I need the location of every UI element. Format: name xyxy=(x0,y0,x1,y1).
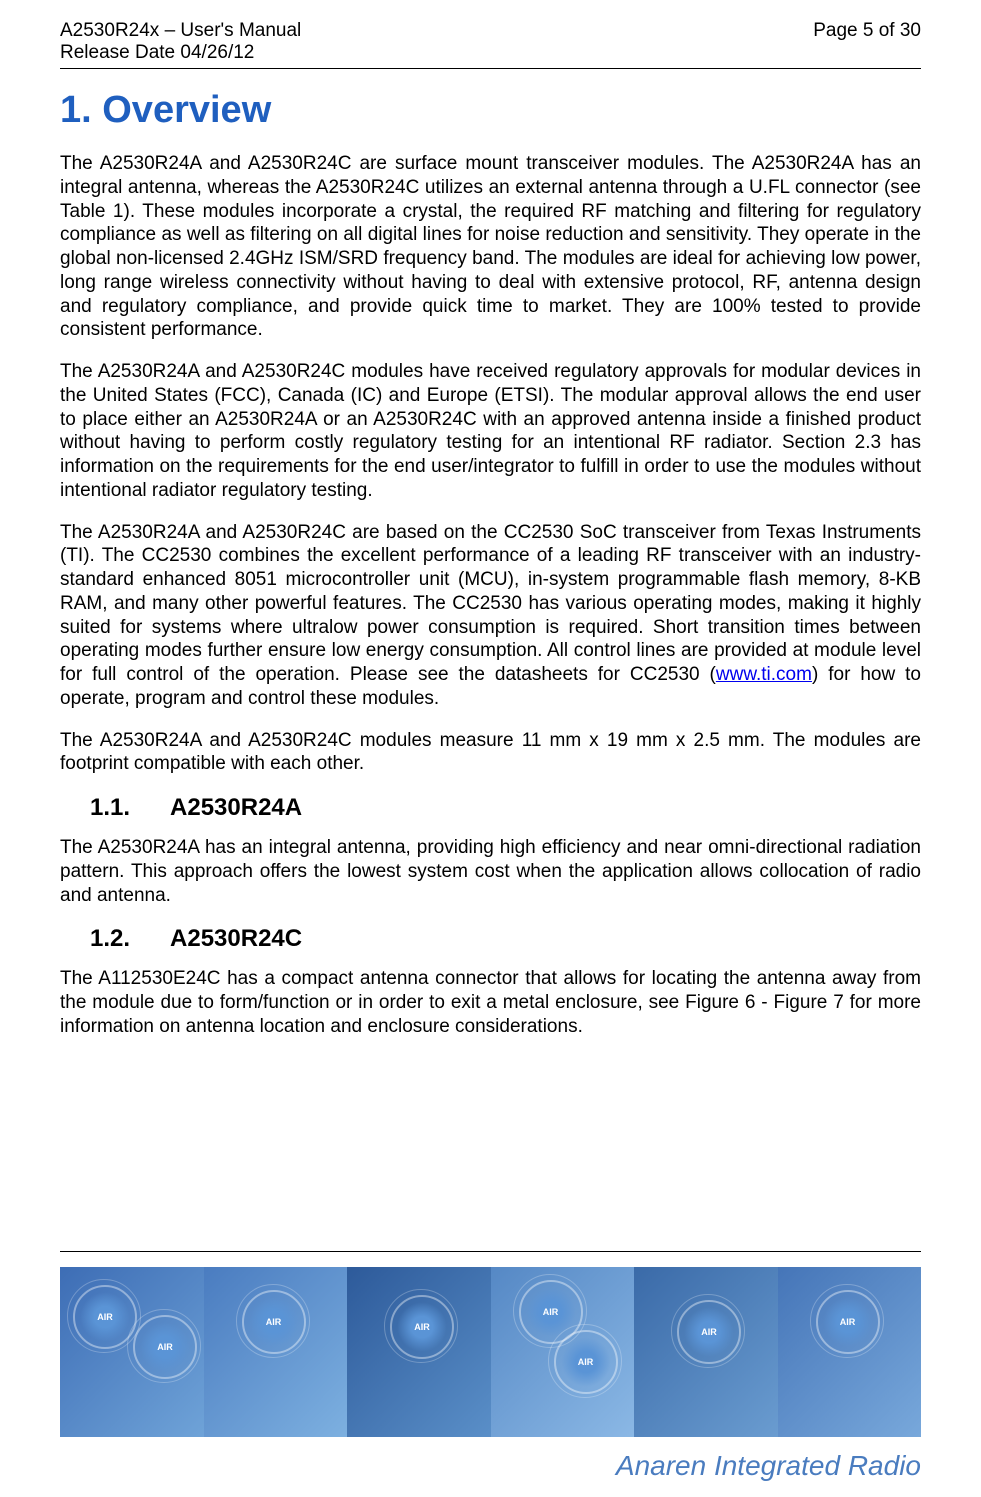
page-header: A2530R24x – User's Manual Release Date 0… xyxy=(60,20,921,64)
air-badge-icon: AIR xyxy=(561,1337,611,1387)
footer-divider xyxy=(60,1251,921,1252)
doc-title: A2530R24x – User's Manual xyxy=(60,20,301,42)
section-1-2-text: A2530R24C xyxy=(170,925,302,952)
footer-img-3: AIR xyxy=(347,1267,491,1437)
para3-pre: The A2530R24A and A2530R24C are based on… xyxy=(60,522,921,686)
air-badge-icon: AIR xyxy=(397,1302,447,1352)
section-1-1-heading: 1.1. A2530R24A xyxy=(90,794,921,822)
air-badge-icon: AIR xyxy=(80,1292,130,1342)
overview-para-2: The A2530R24A and A2530R24C modules have… xyxy=(60,360,921,503)
header-divider xyxy=(60,68,921,69)
air-badge-icon: AIR xyxy=(140,1322,190,1372)
release-date: Release Date 04/26/12 xyxy=(60,42,301,64)
footer-img-5: AIR xyxy=(634,1267,778,1437)
air-badge-icon: AIR xyxy=(684,1307,734,1357)
air-badge-icon: AIR xyxy=(249,1297,299,1347)
footer-img-2: AIR xyxy=(204,1267,348,1437)
footer-image-strip: AIR AIR AIR AIR AIR AIR AIR AIR xyxy=(60,1267,921,1437)
overview-para-1: The A2530R24A and A2530R24C are surface … xyxy=(60,152,921,342)
page-indicator: Page 5 of 30 xyxy=(813,20,921,42)
footer-img-6: AIR xyxy=(778,1267,922,1437)
ti-link[interactable]: www.ti.com xyxy=(716,664,812,685)
overview-para-4: The A2530R24A and A2530R24C modules meas… xyxy=(60,729,921,777)
section-1-heading: 1. Overview xyxy=(60,89,921,132)
air-badge-icon: AIR xyxy=(823,1297,873,1347)
section-1-1-num: 1.1. xyxy=(90,794,130,822)
footer-img-4: AIR AIR xyxy=(491,1267,635,1437)
section-1-2-para: The A112530E24C has a compact antenna co… xyxy=(60,967,921,1038)
section-1-1-text: A2530R24A xyxy=(170,794,302,821)
section-1-2-heading: 1.2. A2530R24C xyxy=(90,925,921,953)
overview-para-3: The A2530R24A and A2530R24C are based on… xyxy=(60,521,921,711)
section-1-2-num: 1.2. xyxy=(90,925,130,953)
footer-brand-text: Anaren Integrated Radio xyxy=(616,1450,921,1482)
section-1-1-para: The A2530R24A has an integral antenna, p… xyxy=(60,836,921,907)
footer-img-1: AIR AIR xyxy=(60,1267,204,1437)
